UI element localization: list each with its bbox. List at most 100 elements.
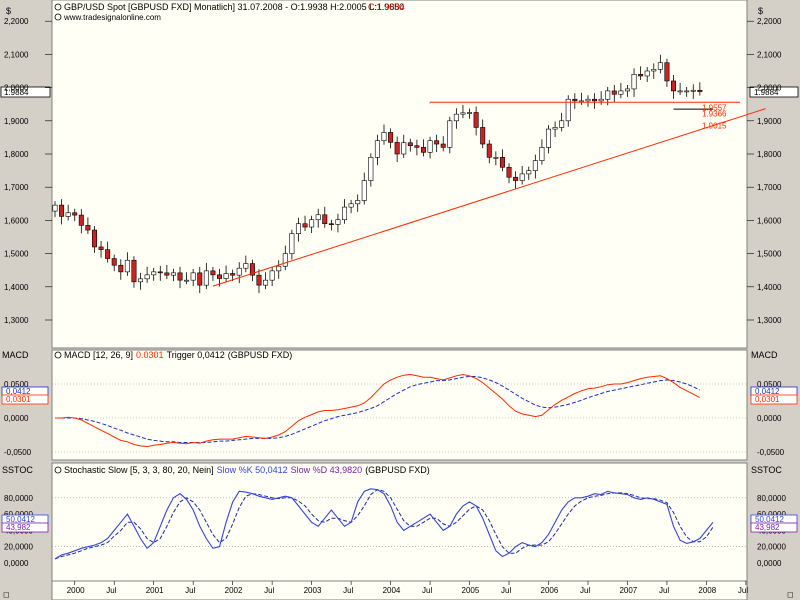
candle-body [322, 214, 328, 225]
stoch-axis-name-left: SSTOC [2, 465, 33, 475]
candle-body [217, 274, 223, 279]
price-tick-label-right: 2,1000 [757, 50, 782, 59]
candle [368, 153, 374, 187]
macd-axis: 0,0500 0,0500 0,0000 0,0000 -0,0500 -0,0500 [4, 380, 785, 457]
x-tick-label: 2006 [541, 586, 559, 595]
candle-body [256, 274, 262, 286]
stoch-tick-label-left: 60,0000 [4, 510, 33, 519]
candle [414, 139, 420, 156]
candle-body [565, 98, 571, 122]
corner-marker-left: ◻ [3, 590, 10, 599]
candle-body [644, 70, 650, 77]
candle [355, 194, 361, 212]
candle-body [664, 62, 670, 82]
candle [677, 82, 683, 95]
price-last-value-left: 1.9884 [0, 86, 51, 98]
candle [592, 93, 598, 109]
candle-body [203, 270, 209, 286]
candle-body [605, 90, 611, 100]
candle-body [552, 127, 558, 130]
macd-axis-name-left: MACD [2, 350, 29, 360]
level-label: 1.9015 [702, 121, 727, 130]
candle-body [335, 219, 341, 225]
x-tick-label: 2003 [304, 586, 322, 595]
stoch-tick-label-left: 20,0000 [4, 543, 33, 552]
candle [565, 95, 571, 127]
candle [164, 264, 170, 280]
candle-body [170, 272, 176, 276]
support-trendline [212, 108, 766, 287]
candle [295, 217, 301, 242]
candle [388, 128, 394, 149]
macd-trigger-badge-right-text: 0,0412 [755, 387, 780, 396]
candle-body [295, 223, 301, 234]
candle [473, 106, 479, 136]
candle [493, 151, 499, 166]
price-tick-label-left: 1,8000 [4, 150, 29, 159]
candle [105, 241, 111, 263]
candle [559, 112, 565, 132]
candle-body [447, 120, 453, 148]
candle [657, 54, 663, 74]
candle-body [111, 258, 117, 266]
candle [644, 67, 650, 82]
candle-body [151, 271, 157, 276]
candle-body [486, 143, 492, 158]
candle-body [381, 132, 387, 142]
price-axis-symbol-left: $ [6, 6, 11, 16]
macd-axis-name-right: MACD [751, 350, 778, 360]
candle [532, 154, 538, 179]
x-tick-label: Jul [185, 586, 195, 595]
candle-body [624, 88, 630, 92]
price-tick-label-left: 1,6000 [4, 216, 29, 225]
candle [328, 219, 334, 231]
candle-body [263, 279, 269, 286]
candle-body [394, 142, 400, 155]
candle [210, 266, 216, 281]
x-axis: 2000 Jul 2001 Jul 2002 Jul 2003 Jul 2004 Jul 2005 J… [67, 581, 748, 595]
candle-body [473, 112, 479, 128]
candle-body [105, 249, 111, 259]
candle [170, 268, 176, 282]
candle-body [59, 204, 65, 217]
candle [572, 93, 578, 109]
candle-body [98, 246, 104, 250]
candle [203, 262, 209, 290]
candle-body [210, 270, 216, 276]
candle [631, 68, 637, 97]
price-last-value-right: 1.9884 [749, 86, 799, 98]
candle [348, 199, 354, 214]
x-tick-label: 2002 [225, 586, 243, 595]
candle-body [638, 74, 644, 77]
candle [506, 163, 512, 184]
price-tick-label-right: 1,9000 [757, 117, 782, 126]
candle-body [65, 212, 71, 217]
candle [322, 206, 328, 228]
candle-body [592, 98, 598, 102]
candle-body [631, 74, 637, 90]
stoch-d-badge-right-text: 43,982 [755, 523, 780, 532]
candle-body [138, 278, 144, 283]
macd-legend-text: MACD [12, 26, 9] 0.0301 Trigger 0,0412 (GBP… [64, 350, 292, 360]
candle-body [420, 147, 426, 153]
candle [690, 84, 696, 99]
candle [440, 136, 446, 152]
macd-value-badge-left-text: 0,0301 [6, 395, 31, 404]
macd-info-icon [54, 351, 62, 359]
price-tick-label-left: 1,9000 [4, 117, 29, 126]
price-tick-label-right: 1,6000 [757, 216, 782, 225]
candle [223, 265, 229, 283]
macd-tick-label-left: -0,0500 [4, 448, 32, 457]
x-tick-label: 2004 [383, 586, 401, 595]
candle [177, 266, 183, 289]
price-axis-symbol-right: $ [758, 6, 763, 16]
macd-value-badge-right-text: 0,0301 [755, 395, 780, 404]
candle [513, 171, 519, 189]
candle [85, 217, 91, 235]
candle [78, 209, 84, 234]
stoch-info-icon [54, 466, 62, 474]
candle [420, 139, 426, 157]
candle [190, 268, 196, 287]
candle-body [374, 140, 380, 158]
stoch-tick-label-left: 0,0000 [4, 559, 29, 568]
